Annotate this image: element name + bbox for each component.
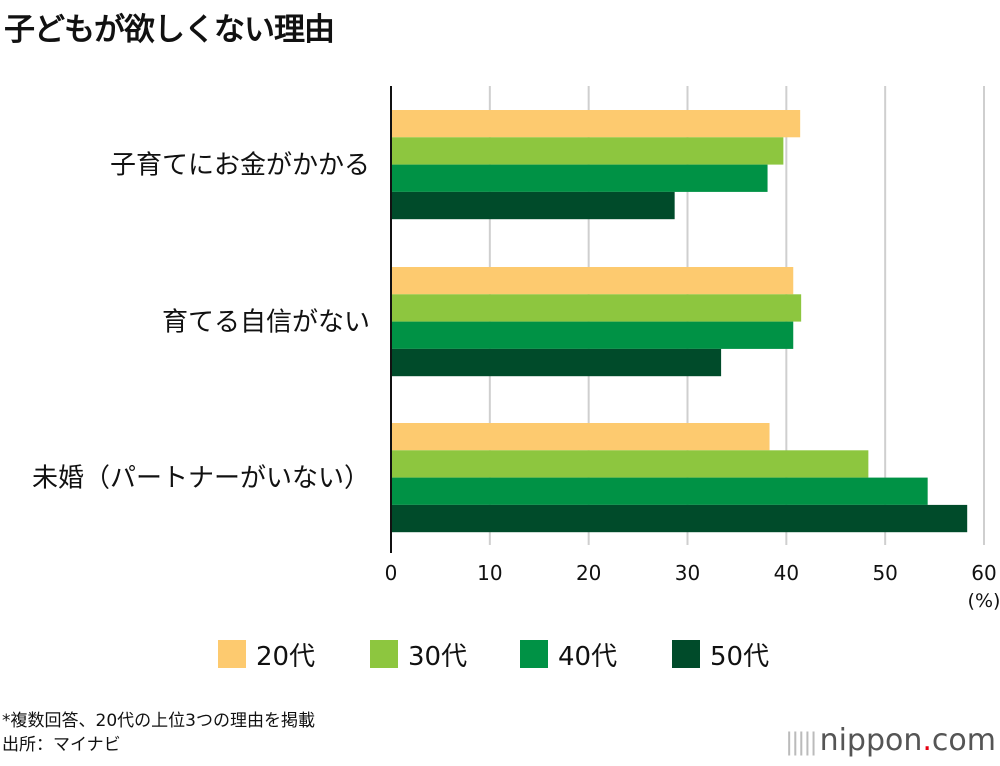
legend-label: 40代 (558, 642, 617, 672)
legend-swatch (520, 640, 548, 668)
legend-swatch (370, 640, 398, 668)
bar-30代 (391, 294, 802, 322)
x-tick-label: 20 (576, 561, 601, 585)
bar-30代 (391, 450, 869, 478)
bar-30代 (391, 137, 784, 165)
x-tick-label: 50 (872, 561, 897, 585)
x-tick-label: 30 (675, 561, 700, 585)
x-axis-unit: (%) (968, 590, 1000, 612)
legend-swatch (218, 640, 246, 668)
category-label: 子育てにお金がかかる (110, 151, 370, 181)
bar-20代 (391, 110, 801, 138)
x-tick-label: 10 (477, 561, 502, 585)
bar-20代 (391, 423, 770, 451)
bar-50代 (391, 191, 675, 220)
bar-40代 (391, 477, 928, 505)
legend-label: 50代 (710, 642, 769, 672)
x-tick-label: 40 (774, 561, 799, 585)
bar-50代 (391, 504, 968, 533)
chart-title: 子どもが欲しくない理由 (4, 12, 335, 48)
bar-20代 (391, 267, 794, 295)
legend-label: 30代 (408, 642, 467, 672)
x-tick-label: 60 (971, 561, 996, 585)
category-label: 未婚（パートナーがいない） (32, 464, 370, 494)
bar-40代 (391, 164, 768, 192)
legend-swatch (672, 640, 700, 668)
category-label: 育てる自信がない (162, 308, 370, 338)
logo-mark-icon: ||||| (785, 728, 817, 756)
nippon-logo: ||||| nippon.com (785, 723, 996, 758)
x-tick-label: 0 (385, 561, 398, 585)
bar-40代 (391, 321, 794, 349)
legend-label: 20代 (256, 642, 315, 672)
source-note: 出所：マイナビ (2, 735, 121, 755)
bar-50代 (391, 348, 722, 377)
footnote: *複数回答、20代の上位3つの理由を掲載 (2, 711, 315, 731)
